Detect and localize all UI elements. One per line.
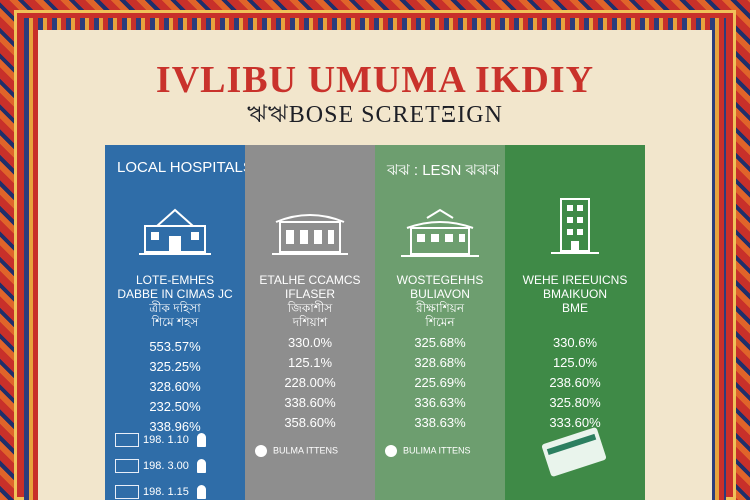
- bottom-row: BULIMA ITTENS: [385, 445, 471, 457]
- percent-value: 330.6%: [552, 335, 598, 350]
- column-label: LOTE-EMHES DABBE IN CIMAS JC ত্রীক দহিসা…: [105, 273, 245, 329]
- palace-building-icon: [401, 208, 479, 257]
- label-line: BMAIKUON: [542, 287, 607, 301]
- label-line: দশিয়াশ: [292, 315, 328, 329]
- label-line: ETALHE CCAMCS: [259, 273, 361, 287]
- percent-value: 125.1%: [287, 355, 333, 370]
- label-line: WOSTEGEHHS: [396, 273, 484, 287]
- label-line: শিমেন: [425, 315, 455, 329]
- percent-value: 333.60%: [549, 415, 601, 430]
- column-label: WEHE IREEUICNS BMAIKUON BME: [505, 273, 645, 315]
- percent-value: 125.0%: [552, 355, 598, 370]
- percent-value: 232.50%: [149, 399, 201, 414]
- label-line: DABBE IN CIMAS JC: [117, 287, 233, 301]
- percent-value: 330.0%: [287, 335, 333, 350]
- percent-values: 325.68% 328.68% 225.69% 336.63% 338.63%: [375, 333, 505, 433]
- percent-value: 338.96%: [149, 419, 201, 434]
- column-in-hospitals: ঝঝ : LESN ঝঝঝ IN HOSPITALS WOSTEGEHHS BU…: [375, 145, 606, 500]
- percent-value: 338.60%: [284, 395, 336, 410]
- label-line: IFLASER: [284, 287, 335, 301]
- percent-value: 328.60%: [149, 379, 201, 394]
- bottom-row: 198. 1.15: [115, 485, 206, 499]
- column-local-hospitals: LOCAL HOSPITALS LOTE-EMHES DABBE IN CIMA…: [105, 145, 253, 500]
- percent-value: 325.68%: [414, 335, 466, 350]
- poster-title: IVLIBU UMUMA IKDIY: [155, 59, 595, 101]
- percent-value: 238.60%: [549, 375, 601, 390]
- card-icon: [115, 459, 139, 473]
- bell-icon: [196, 459, 206, 473]
- percent-value: 336.63%: [414, 395, 466, 410]
- row-value: 198. 1.15: [143, 485, 189, 498]
- ticket-icon: [541, 426, 607, 478]
- percent-value: 553.57%: [149, 339, 201, 354]
- row-value: 198. 3.00: [143, 459, 189, 472]
- bottom-row: 198. 3.00: [115, 459, 206, 473]
- column-label: WOSTEGEHHS BULIAVON রীক্ষাশিয়ন শিমেন: [375, 273, 505, 329]
- percent-values: 330.0% 125.1% 228.00% 338.60% 358.60%: [245, 333, 375, 433]
- bell-icon: [196, 433, 206, 447]
- percent-values: 553.57% 325.25% 328.60% 232.50% 338.96%: [105, 337, 245, 437]
- percent-value: 338.63%: [414, 415, 466, 430]
- poster-subtitle: ঋঋBOSE SCRETΞIGN: [247, 102, 503, 128]
- label-line: জিকাশীস: [287, 301, 333, 315]
- column-2: ETALHE CCAMCS IFLASER জিকাশীস দশিয়াশ 33…: [245, 145, 375, 500]
- row-value: 198. 1.10: [143, 433, 189, 446]
- label-line: শিমে শহস: [151, 315, 199, 329]
- percent-value: 358.60%: [284, 415, 336, 430]
- label-line: BME: [561, 301, 588, 315]
- percent-values: 330.6% 125.0% 238.60% 325.80% 333.60%: [505, 333, 645, 433]
- label-line: BULIAVON: [410, 287, 470, 301]
- hospital-building-icon: [139, 208, 211, 255]
- row-value: BULMA ITTENS: [273, 445, 339, 456]
- row-value: BULIMA ITTENS: [403, 445, 471, 456]
- percent-value: 325.25%: [149, 359, 201, 374]
- bottom-row: BULMA ITTENS: [255, 445, 338, 457]
- label-line: WEHE IREEUICNS: [522, 273, 628, 287]
- temple-building-icon: [272, 214, 348, 255]
- circle-icon: [255, 445, 267, 457]
- column-header: LOCAL HOSPITALS: [117, 159, 253, 176]
- tower-building-icon: [551, 198, 599, 254]
- bell-icon: [196, 485, 206, 499]
- label-line: রীক্ষাশিয়ন: [415, 301, 464, 315]
- label-line: LOTE-EMHES: [135, 273, 214, 287]
- label-line: ত্রীক দহিসা: [149, 301, 201, 315]
- bottom-row: 198. 1.10: [115, 433, 206, 447]
- card-icon: [115, 433, 139, 447]
- column-4: WEHE IREEUICNS BMAIKUON BME 330.6% 125.0…: [505, 145, 645, 500]
- content-panel: IVLIBU UMUMA IKDIY ঋঋBOSE SCRETΞIGN LOCA…: [38, 30, 712, 500]
- circle-icon: [385, 445, 397, 457]
- card-icon: [115, 485, 139, 499]
- percent-value: 325.80%: [549, 395, 601, 410]
- column-label: ETALHE CCAMCS IFLASER জিকাশীস দশিয়াশ: [245, 273, 375, 329]
- percent-value: 225.69%: [414, 375, 466, 390]
- percent-value: 228.00%: [284, 375, 336, 390]
- percent-value: 328.68%: [414, 355, 466, 370]
